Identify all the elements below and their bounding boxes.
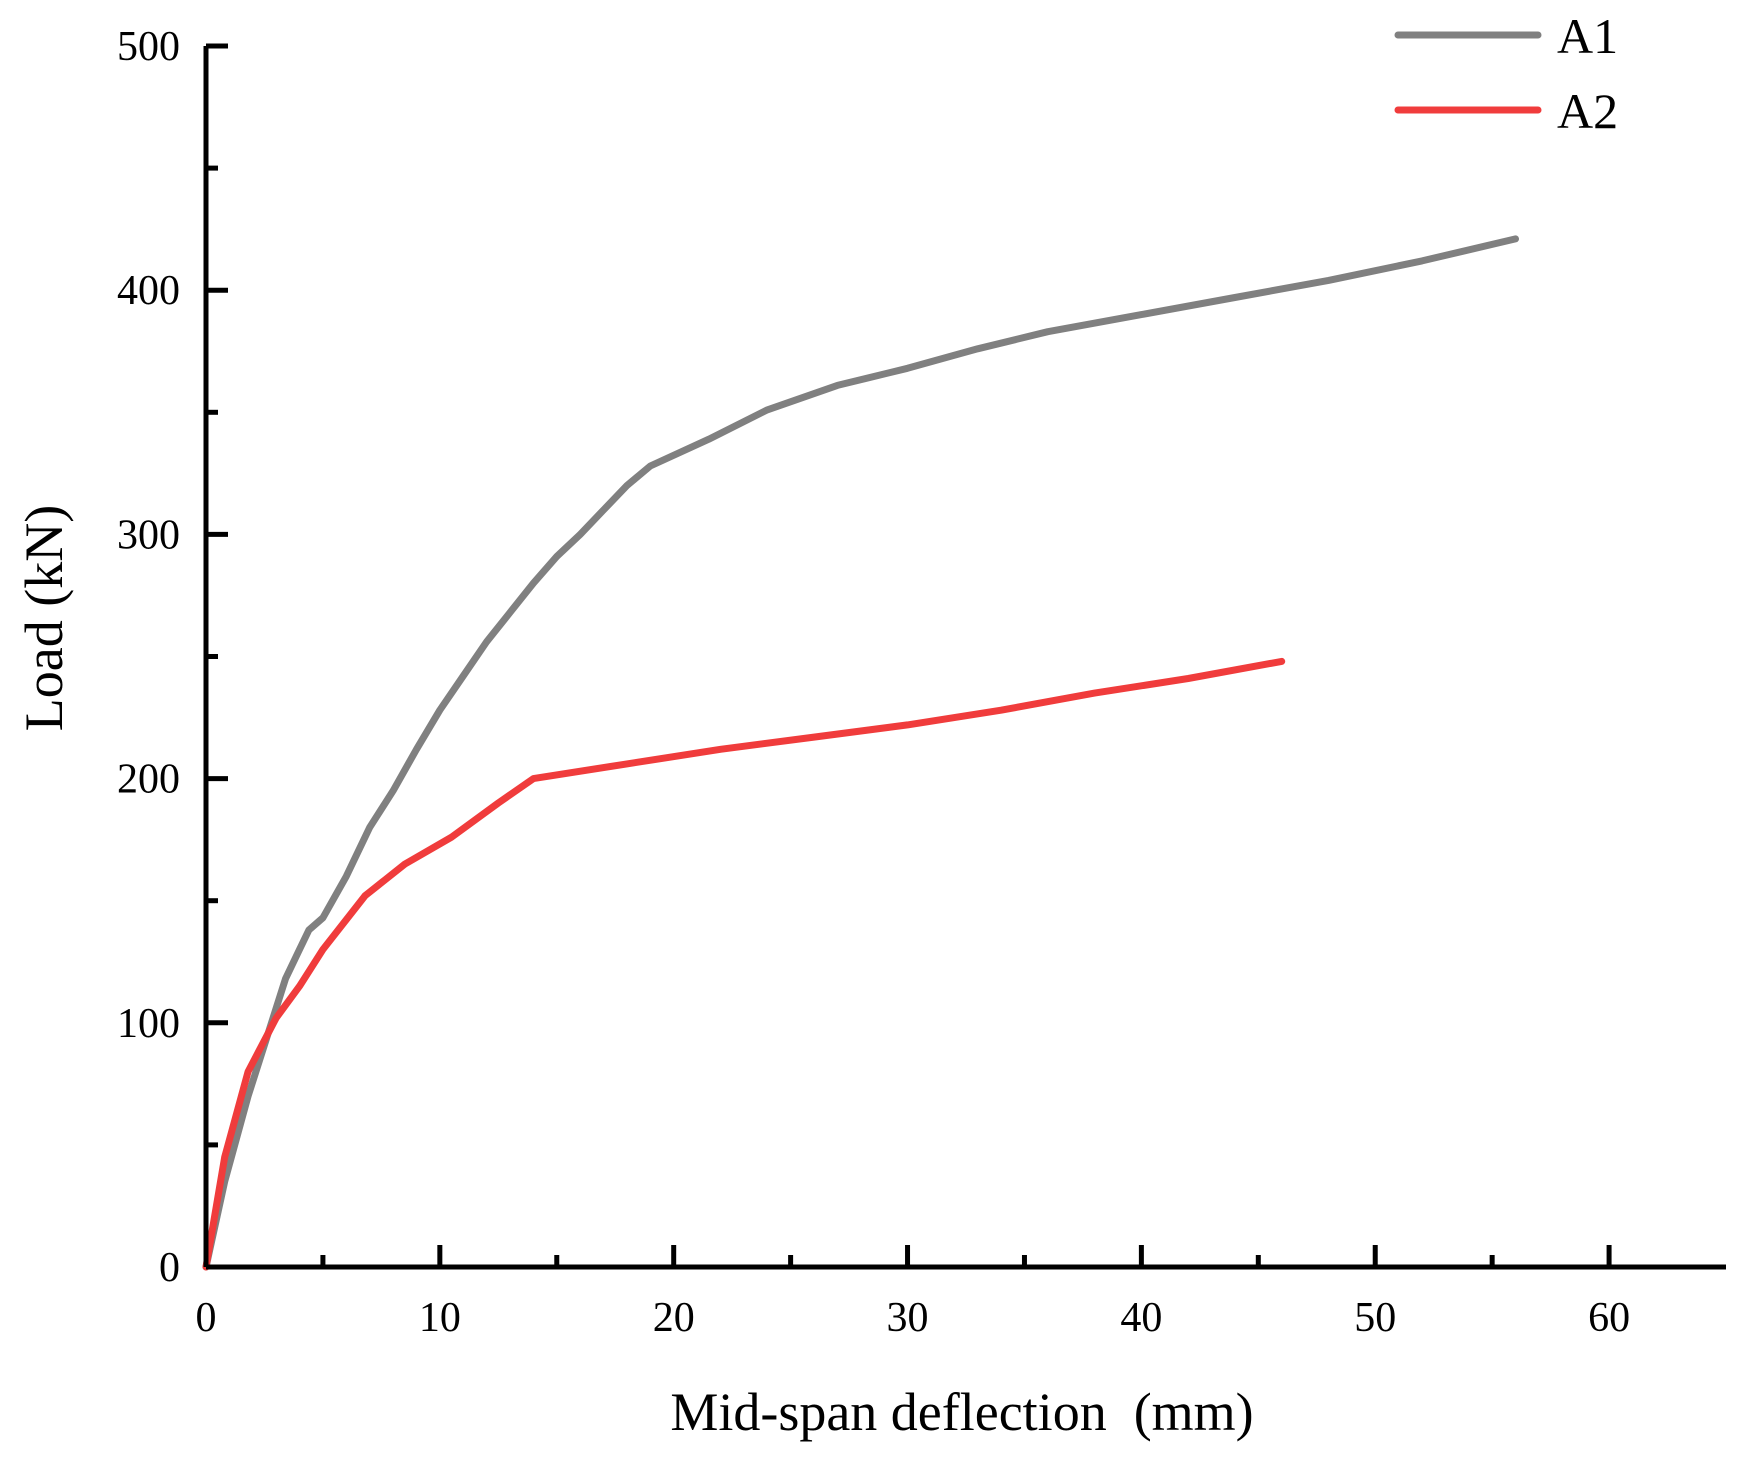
y-tick-label: 500: [117, 24, 180, 70]
y-tick-label: 300: [117, 512, 180, 558]
series-layer: [202, 235, 1519, 1271]
x-tick-label: 50: [1354, 1295, 1396, 1341]
x-ticks: [320, 1245, 1612, 1267]
series-a2-line: [202, 657, 1286, 1271]
x-tick-label: 20: [653, 1295, 695, 1341]
legend: A1 A2: [1394, 8, 1618, 139]
y-tick-label: 400: [117, 268, 180, 314]
x-axis-title: Mid-span deflection (mm): [670, 1382, 1253, 1442]
legend-label-a1: A1: [1557, 8, 1618, 64]
x-tick-label: 60: [1588, 1295, 1630, 1341]
y-tick-label: 0: [159, 1245, 180, 1291]
y-tick-label: 200: [117, 757, 180, 803]
x-tick-labels: 0 10 20 30 40 50 60: [196, 1295, 1631, 1341]
y-axis-title: Load (kN): [14, 505, 74, 731]
y-ticks: [206, 43, 228, 1148]
series-a1-line: [202, 235, 1519, 1271]
y-tick-labels: 0 100 200 300 400 500: [117, 24, 180, 1291]
y-tick-label: 100: [117, 1001, 180, 1047]
legend-label-a2: A2: [1557, 83, 1618, 139]
x-tick-label: 30: [887, 1295, 929, 1341]
x-tick-label: 0: [196, 1295, 217, 1341]
axes: 0 10 20 30 40 50 60 0 100 200 300 400 500: [117, 24, 1726, 1341]
x-tick-label: 10: [419, 1295, 461, 1341]
x-tick-label: 40: [1120, 1295, 1162, 1341]
